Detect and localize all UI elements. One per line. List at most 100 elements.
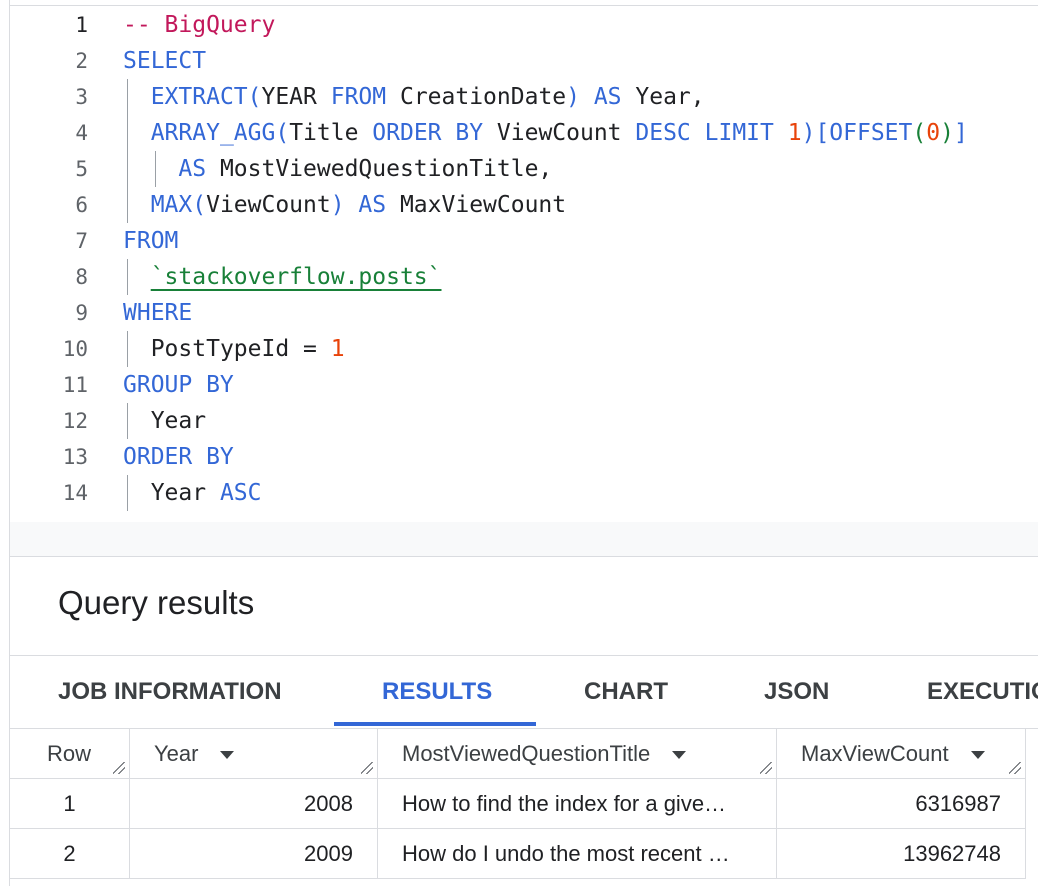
code-token: CreationDate (386, 84, 567, 110)
code-token: Year (150, 480, 220, 506)
code-token: Title (289, 120, 373, 146)
code-token: Year, (621, 84, 705, 110)
code-token: FROM (123, 228, 179, 254)
code-token: WHERE (123, 300, 193, 326)
code-token: MAX( (150, 192, 207, 218)
code-token: SELECT (123, 48, 207, 74)
tab[interactable]: EXECUTION DETAILS (927, 678, 1038, 705)
line-number: 8 (75, 265, 88, 289)
resize-handle[interactable] (361, 762, 373, 774)
line-number: 13 (62, 445, 88, 469)
resize-handle[interactable] (1009, 762, 1021, 774)
column-header[interactable]: Year (130, 729, 378, 779)
tab[interactable]: RESULTS (382, 678, 493, 705)
table-cell: 2 (10, 829, 130, 879)
tab[interactable]: JOB INFORMATION (58, 678, 282, 705)
tab[interactable]: JSON (764, 678, 830, 705)
tab-bar: JOB INFORMATION RESULTS CHART JSON EXECUTION… (10, 656, 1038, 728)
table-top-border (10, 728, 1038, 729)
code-line: -- BigQuery (123, 7, 275, 43)
editor-footer (10, 522, 1038, 557)
code-token: DESC LIMIT (635, 120, 788, 146)
code-editor[interactable]: 1 -- BigQuery 2 SELECT 3 EXTRACT(YEAR FROM C… (0, 0, 1038, 522)
table-cell: How do I undo the most recent … (378, 829, 777, 879)
resize-handle[interactable] (113, 762, 125, 774)
code-line: EXTRACT(YEAR FROM CreationDate) AS Year, (123, 79, 705, 115)
results-divider (10, 655, 1038, 656)
column-name: MostViewedQuestionTitle (402, 741, 651, 766)
code-token: ) (940, 120, 954, 146)
column-name: Year (154, 741, 199, 766)
code-token: GROUP BY (123, 372, 234, 398)
indent-guide (127, 259, 128, 295)
code-token: AS (178, 156, 207, 182)
line-number: 3 (75, 85, 88, 109)
code-token (123, 156, 178, 182)
code-token: MostViewedQuestionTitle, (206, 156, 553, 182)
code-token: 0 (926, 120, 941, 146)
code-token: ) AS (566, 84, 622, 110)
code-line: GROUP BY (123, 367, 234, 403)
indent-guide (127, 115, 128, 151)
editor-top-border (10, 5, 1038, 6)
code-line: SELECT (123, 43, 206, 79)
column-header[interactable]: Row (10, 729, 130, 779)
line-number: 11 (62, 373, 88, 397)
code-line: ARRAY_AGG(Title ORDER BY ViewCount DESC … (123, 115, 968, 151)
code-line: Year ASC (123, 475, 262, 511)
code-line: Year (123, 403, 206, 439)
indent-guide (127, 187, 128, 223)
code-token: -- BigQuery (123, 12, 276, 38)
line-number: 9 (75, 301, 88, 325)
column-header[interactable]: MostViewedQuestionTitle (378, 729, 777, 779)
line-number: 2 (75, 49, 88, 73)
results-table: Row Year MostViewedQuestionTitle MaxViewCou… (10, 729, 1038, 886)
sort-dropdown[interactable] (220, 751, 235, 760)
table-cell: 1 (10, 779, 130, 829)
code-line: PostTypeId = 1 (123, 331, 345, 367)
column-name: MaxViewCount (801, 741, 949, 766)
line-number: 1 (75, 13, 88, 37)
indent-guide (127, 331, 128, 367)
code-token: ] (953, 120, 968, 146)
code-token: MaxViewCount (386, 192, 567, 218)
code-token: ARRAY_AGG( (150, 120, 290, 146)
code-line: MAX(ViewCount) AS MaxViewCount (123, 187, 566, 223)
code-token: ASC (219, 480, 262, 506)
line-number: 6 (75, 193, 88, 217)
code-token: 1 (330, 336, 345, 362)
line-number: 10 (62, 337, 88, 361)
code-token: ) AS (330, 192, 387, 218)
indent-guide (127, 475, 128, 511)
left-border (9, 0, 10, 886)
code-line: AS MostViewedQuestionTitle, (123, 151, 552, 187)
code-token: 1 (787, 120, 802, 146)
code-line: FROM (123, 223, 178, 259)
line-number: 12 (62, 409, 88, 433)
code-token: ViewCount (206, 192, 331, 218)
sort-dropdown[interactable] (672, 751, 687, 760)
resize-handle[interactable] (760, 762, 772, 774)
code-token: ORDER BY (372, 120, 484, 146)
table-cell: 6316987 (777, 779, 1026, 829)
code-token: YEAR (261, 84, 331, 110)
line-number: 7 (75, 229, 88, 253)
table-cell: 2009 (130, 829, 378, 879)
code-line: WHERE (123, 295, 192, 331)
results-title: Query results (58, 584, 255, 621)
table-cell: How to find the index for a give… (378, 779, 777, 829)
code-token: EXTRACT( (150, 84, 262, 110)
column-header[interactable]: MaxViewCount (777, 729, 1026, 779)
table-cell: 2008 (130, 779, 378, 829)
indent-guide (127, 79, 128, 115)
code-line: ORDER BY (123, 439, 234, 475)
code-token: FROM (330, 84, 387, 110)
tab[interactable]: CHART (584, 678, 668, 705)
tab-indicator (334, 722, 536, 726)
column-name: Row (46, 741, 91, 766)
indent-guide (154, 151, 156, 187)
indent-guide (127, 151, 128, 187)
indent-guide (127, 403, 128, 439)
sort-dropdown[interactable] (970, 751, 985, 760)
